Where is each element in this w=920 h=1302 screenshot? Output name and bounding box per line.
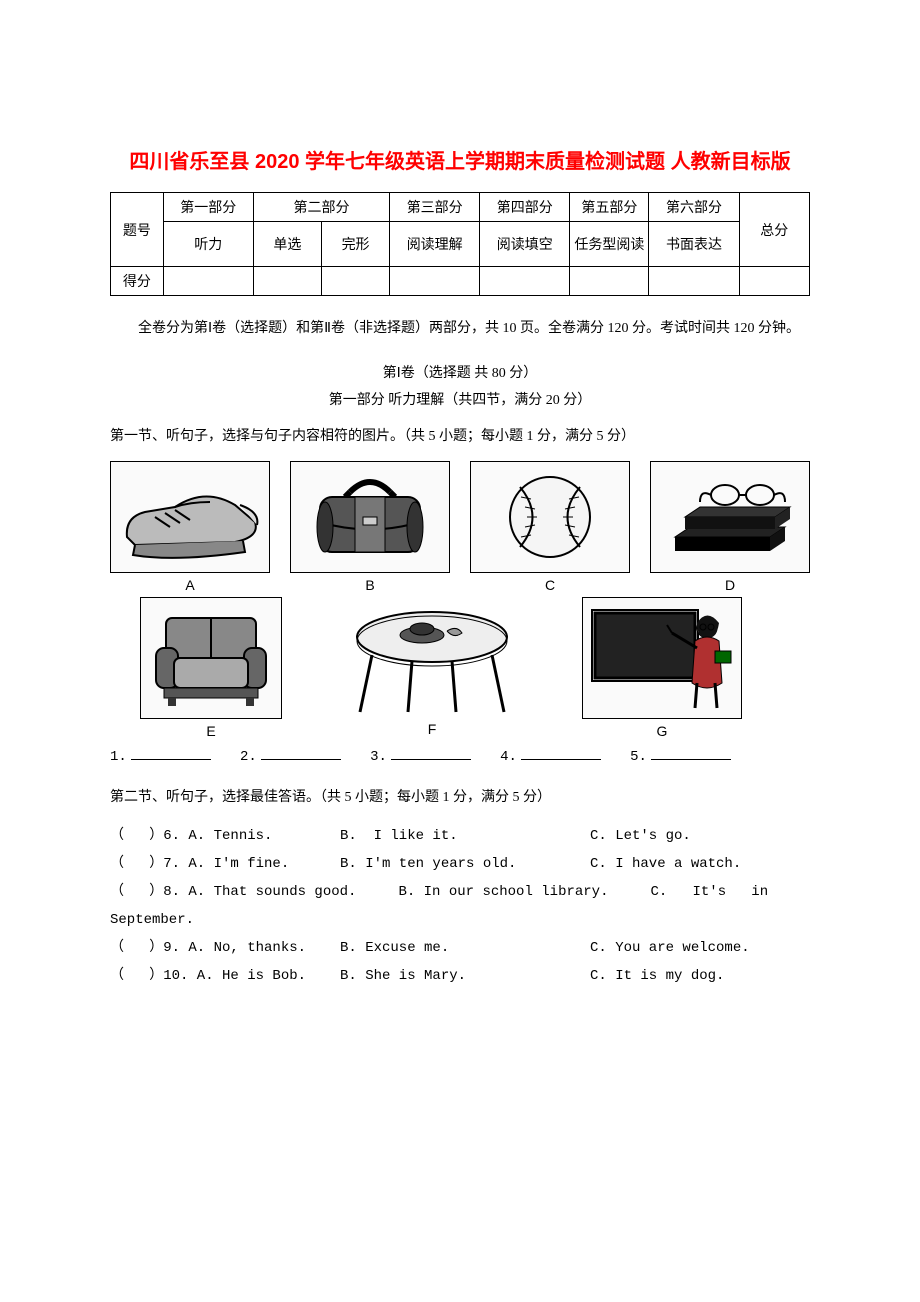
blank-5-label: 5.: [630, 749, 647, 765]
q9: （ ）9. A. No, thanks. B. Excuse me. C. Yo…: [110, 934, 810, 962]
part4-sub: 阅读填空: [480, 222, 570, 267]
score-table: 题号 第一部分 第二部分 第三部分 第四部分 第五部分 第六部分 总分 听力 单…: [110, 192, 810, 296]
part1-top: 第一部分: [163, 193, 253, 222]
q7-a: （ ）7. A. I'm fine.: [110, 850, 340, 878]
part5-sub: 任务型阅读: [570, 222, 649, 267]
q6-a: （ ）6. A. Tennis.: [110, 822, 340, 850]
blank-line: [261, 745, 341, 760]
score-cell: [253, 267, 321, 296]
picture-row-1: A B: [110, 461, 810, 593]
blank-line: [521, 745, 601, 760]
blank-4-label: 4.: [500, 749, 517, 765]
row-label-defen: 得分: [111, 267, 164, 296]
q9-b: B. Excuse me.: [340, 934, 590, 962]
picture-cell-f: F: [342, 597, 522, 739]
intro-text: 全卷分为第Ⅰ卷（选择题）和第Ⅱ卷（非选择题）两部分，共 10 页。全卷满分 12…: [110, 316, 810, 341]
sofa-icon: [146, 603, 276, 713]
books-glasses-icon: [655, 467, 805, 567]
label-f: F: [428, 721, 437, 737]
section-line-1: 第Ⅰ卷（选择题 共 80 分）: [110, 361, 810, 388]
q9-c: C. You are welcome.: [590, 934, 810, 962]
picture-cell-d: D: [650, 461, 810, 593]
shoes-icon: [115, 467, 265, 567]
part2-sub-a: 单选: [253, 222, 321, 267]
teacher-icon: [587, 603, 737, 713]
section-line-2: 第一部分 听力理解（共四节，满分 20 分）: [110, 388, 810, 415]
picture-cell-e: E: [140, 597, 282, 739]
score-cell: [322, 267, 390, 296]
q10-c: C. It is my dog.: [590, 962, 810, 990]
q6-c: C. Let's go.: [590, 822, 810, 850]
section2-questions: （ ）6. A. Tennis. B. I like it. C. Let's …: [110, 822, 810, 990]
page-title: 四川省乐至县 2020 学年七年级英语上学期期末质量检测试题 人教新目标版: [110, 140, 810, 184]
blank-1-label: 1.: [110, 749, 127, 765]
part6-top: 第六部分: [649, 193, 739, 222]
score-cell: [739, 267, 809, 296]
table-hat-icon: [342, 597, 522, 717]
part3-top: 第三部分: [390, 193, 480, 222]
score-cell: [649, 267, 739, 296]
section2-heading: 第二节、听句子，选择最佳答语。（共 5 小题；每小题 1 分，满分 5 分）: [110, 785, 810, 812]
q10: （ ）10. A. He is Bob. B. She is Mary. C. …: [110, 962, 810, 990]
label-d: D: [725, 577, 735, 593]
score-cell: [480, 267, 570, 296]
q6-b: B. I like it.: [340, 822, 590, 850]
part4-top: 第四部分: [480, 193, 570, 222]
blank-3-label: 3.: [370, 749, 387, 765]
label-b: B: [365, 577, 374, 593]
picture-cell-c: C: [470, 461, 630, 593]
part2-sub-b: 完形: [322, 222, 390, 267]
q8-line2: September.: [110, 906, 810, 934]
section1-heading: 第一节、听句子，选择与句子内容相符的图片。（共 5 小题；每小题 1 分，满分 …: [110, 424, 810, 451]
q10-b: B. She is Mary.: [340, 962, 590, 990]
score-cell: [390, 267, 480, 296]
blank-line: [651, 745, 731, 760]
q7-b: B. I'm ten years old.: [340, 850, 590, 878]
baseball-icon: [475, 467, 625, 567]
part6-sub: 书面表达: [649, 222, 739, 267]
q10-a: （ ）10. A. He is Bob.: [110, 962, 340, 990]
part2-top: 第二部分: [253, 193, 389, 222]
part1-sub: 听力: [163, 222, 253, 267]
q7-c: C. I have a watch.: [590, 850, 810, 878]
picture-cell-b: B: [290, 461, 450, 593]
answer-blanks: 1. 2. 3. 4. 5.: [110, 745, 810, 765]
part5-top: 第五部分: [570, 193, 649, 222]
total-label: 总分: [739, 193, 809, 267]
q9-a: （ ）9. A. No, thanks.: [110, 934, 340, 962]
q6: （ ）6. A. Tennis. B. I like it. C. Let's …: [110, 822, 810, 850]
picture-cell-g: G: [582, 597, 742, 739]
score-cell: [163, 267, 253, 296]
blank-line: [391, 745, 471, 760]
label-g: G: [657, 723, 668, 739]
picture-cell-a: A: [110, 461, 270, 593]
q7: （ ）7. A. I'm fine. B. I'm ten years old.…: [110, 850, 810, 878]
label-c: C: [545, 577, 555, 593]
q8-line1: （ ）8. A. That sounds good. B. In our sch…: [110, 878, 810, 906]
blank-line: [131, 745, 211, 760]
blank-2-label: 2.: [240, 749, 257, 765]
picture-row-2: E F: [110, 597, 810, 739]
row-label-tihao: 题号: [111, 193, 164, 267]
part3-sub: 阅读理解: [390, 222, 480, 267]
label-a: A: [185, 577, 194, 593]
label-e: E: [206, 723, 215, 739]
handbag-icon: [295, 467, 445, 567]
score-cell: [570, 267, 649, 296]
